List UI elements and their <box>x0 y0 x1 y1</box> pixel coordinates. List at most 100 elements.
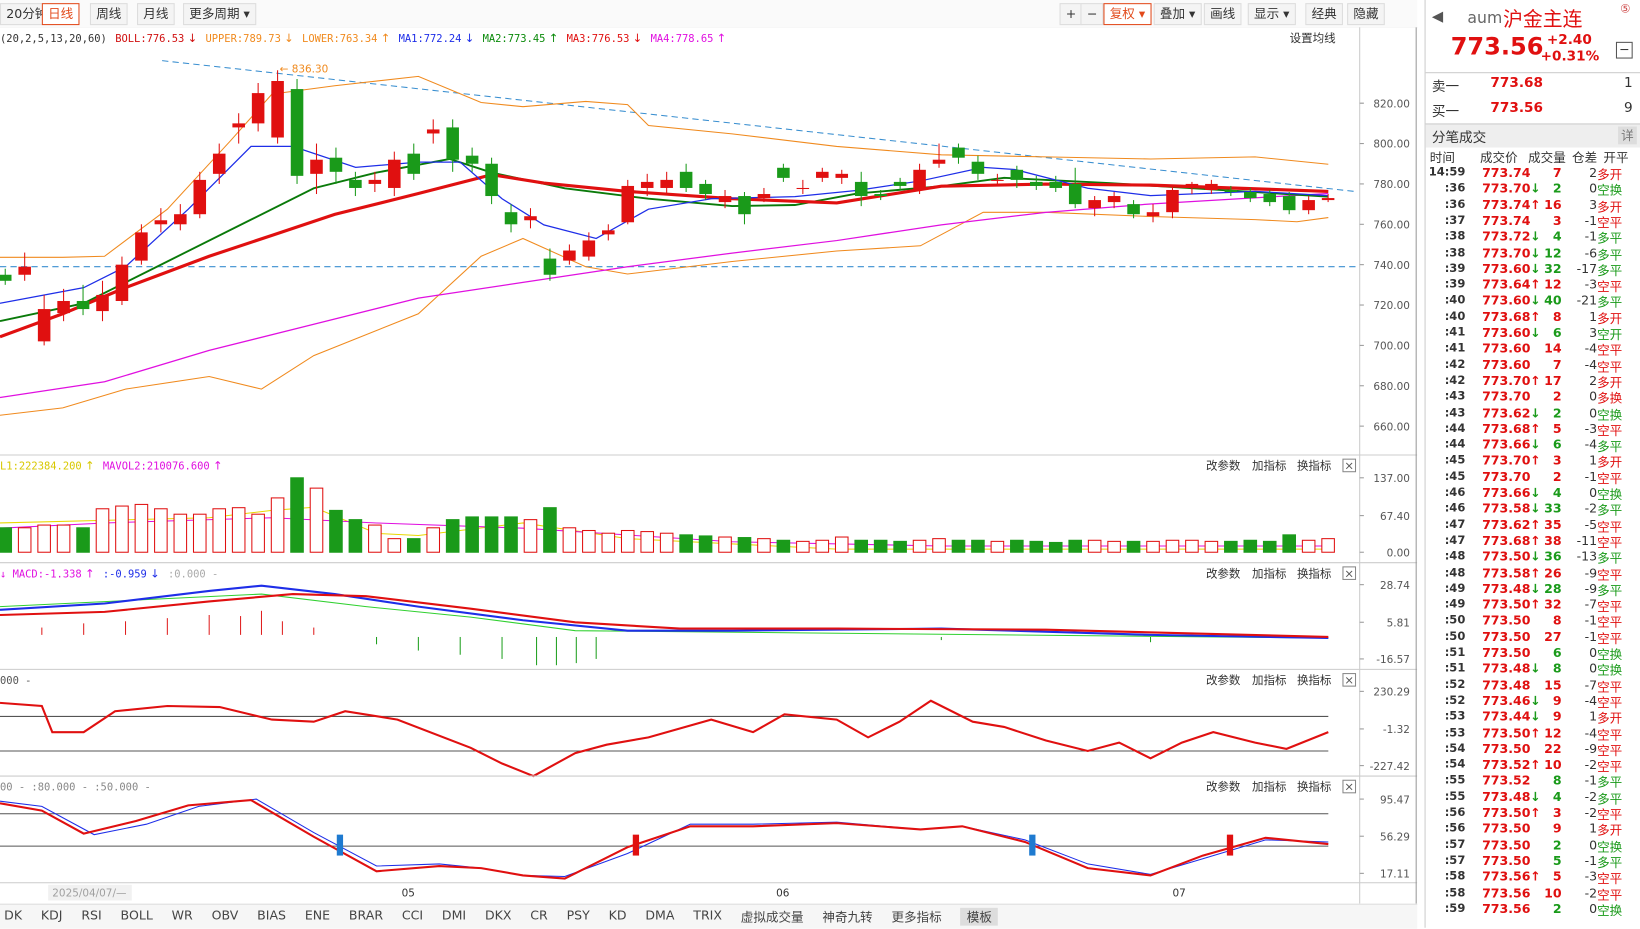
trade-diff: 0 <box>1589 405 1598 420</box>
trade-diff: 2 <box>1589 165 1598 180</box>
candle-body <box>1185 183 1199 188</box>
indicator-tab[interactable]: CCI <box>401 907 424 923</box>
indicator-tab[interactable]: DMI <box>441 907 467 923</box>
ma-setting[interactable]: 设置均线 <box>1290 31 1336 45</box>
trade-price: 773.66 <box>1482 485 1531 500</box>
period-button[interactable]: 更多周期 ▾ <box>183 3 257 26</box>
book-volume: 9 <box>1624 100 1633 117</box>
tool-button[interactable]: 经典 <box>1305 3 1343 26</box>
indicator-tab[interactable]: BRAR <box>348 907 384 923</box>
candle-body <box>290 89 304 176</box>
indicator-tab[interactable]: ENE <box>304 907 331 923</box>
indicator-tab[interactable]: OBV <box>211 907 239 923</box>
trade-diff: -13 <box>1576 549 1598 564</box>
legend-arrow: ↑ <box>717 31 727 45</box>
trade-arrow: ↓ <box>1530 437 1541 452</box>
indicator-tab[interactable]: 神奇九转 <box>822 909 873 925</box>
close-button[interactable]: × <box>1344 459 1354 473</box>
tool-button[interactable]: + <box>1059 3 1083 26</box>
panel-button[interactable]: 换指标 <box>1297 673 1332 687</box>
indicator-tab[interactable]: BIAS <box>257 907 287 923</box>
indicator-tab[interactable]: 模板 <box>960 907 999 926</box>
panel-button[interactable]: 改参数 <box>1206 673 1241 687</box>
candle-body <box>679 171 693 188</box>
trades-detail[interactable]: 详 <box>1618 126 1637 145</box>
close-button[interactable]: × <box>1344 566 1354 580</box>
indicator-tab[interactable]: PSY <box>566 907 590 923</box>
tool-button[interactable]: 显示 ▾ <box>1247 3 1296 26</box>
volume-bar <box>523 519 538 553</box>
indicator-tab[interactable]: RSI <box>81 907 102 923</box>
tool-button[interactable]: 复权 ▾ <box>1103 3 1152 26</box>
trade-type: 多平 <box>1597 583 1623 599</box>
panel-button[interactable]: 换指标 <box>1297 566 1332 580</box>
candle-body <box>426 129 440 134</box>
candle-body <box>738 196 751 215</box>
trade-volume: 16 <box>1544 197 1562 212</box>
candle-body <box>835 173 849 178</box>
trade-arrow: ↓ <box>1530 693 1541 708</box>
minus-button[interactable]: − <box>1615 41 1633 59</box>
trade-price: 773.50 <box>1482 741 1531 756</box>
trade-diff: -2 <box>1584 757 1598 772</box>
trade-volume: 33 <box>1544 501 1562 516</box>
trade-diff: 2 <box>1589 373 1598 388</box>
back-arrow[interactable]: ◀ <box>1431 8 1444 26</box>
y-tick-label: 740.00 <box>1373 260 1410 272</box>
period-button[interactable]: 周线 <box>89 3 128 26</box>
tool-button[interactable]: 画线 <box>1203 3 1242 26</box>
indicator-tab[interactable]: KDJ <box>40 907 63 923</box>
y-tick-label: 820.00 <box>1373 98 1410 110</box>
indicator-tab[interactable]: CR <box>530 907 548 923</box>
panel-button[interactable]: 换指标 <box>1297 459 1332 473</box>
tool-button[interactable]: 隐藏 <box>1347 3 1385 26</box>
volume-bar <box>679 534 693 553</box>
candle-body <box>251 93 265 124</box>
tool-button[interactable]: − <box>1080 3 1104 26</box>
trade-price: 773.70 <box>1482 181 1531 196</box>
panel-button[interactable]: 加指标 <box>1252 459 1287 473</box>
panel-button[interactable]: 改参数 <box>1206 459 1241 473</box>
trade-diff: -4 <box>1584 693 1598 708</box>
y-tick-label: -16.57 <box>1376 654 1410 666</box>
trade-arrow: ↑ <box>1530 869 1541 884</box>
candle-body <box>718 196 732 203</box>
trade-arrow: ↓ <box>1530 789 1541 804</box>
panel-button[interactable]: 加指标 <box>1252 780 1287 794</box>
panel-button[interactable]: 加指标 <box>1252 673 1287 687</box>
trade-volume: 6 <box>1552 645 1562 660</box>
indicator-tab[interactable]: 虚拟成交量 <box>740 909 804 925</box>
y-tick-label: 780.00 <box>1373 179 1410 191</box>
indicator-tab[interactable]: WR <box>171 907 193 923</box>
trade-arrow: ↑ <box>1530 805 1541 821</box>
panel-button[interactable]: 改参数 <box>1206 780 1241 794</box>
trade-time: :51 <box>1444 661 1466 675</box>
trade-price: 773.48 <box>1482 661 1531 676</box>
panel-button[interactable]: 加指标 <box>1252 566 1287 580</box>
close-button[interactable]: × <box>1344 673 1354 687</box>
period-button[interactable]: 20分钟 <box>0 3 54 26</box>
indicator-tab[interactable]: KD <box>608 907 627 923</box>
period-button[interactable]: 月线 <box>137 3 175 26</box>
y-tick-label: -1.32 <box>1383 724 1410 736</box>
candle-body <box>971 161 985 174</box>
volume-bar <box>698 535 713 553</box>
indicator-tab[interactable]: DK <box>4 907 23 923</box>
close-button[interactable]: × <box>1344 780 1354 794</box>
trade-volume: 12 <box>1544 725 1562 740</box>
trades-header: 成交量 <box>1528 150 1566 166</box>
indicator-tab[interactable]: BOLL <box>120 907 153 923</box>
trade-diff: -6 <box>1584 245 1598 260</box>
indicator-tab[interactable]: DKX <box>484 907 512 923</box>
panel-button[interactable]: 改参数 <box>1206 566 1241 580</box>
tool-button[interactable]: 叠加 ▾ <box>1153 3 1202 26</box>
trade-price: 773.56 <box>1482 869 1531 884</box>
indicator-tab[interactable]: TRIX <box>693 907 722 923</box>
period-button[interactable]: 日线 <box>41 3 80 26</box>
panel-button[interactable]: 换指标 <box>1297 780 1332 794</box>
candle-body <box>368 179 382 184</box>
indicator-tab[interactable]: DMA <box>645 907 675 923</box>
trades-header: 仓差 <box>1572 150 1598 166</box>
indicator-tab[interactable]: 更多指标 <box>891 909 942 925</box>
candle-body <box>757 194 771 199</box>
